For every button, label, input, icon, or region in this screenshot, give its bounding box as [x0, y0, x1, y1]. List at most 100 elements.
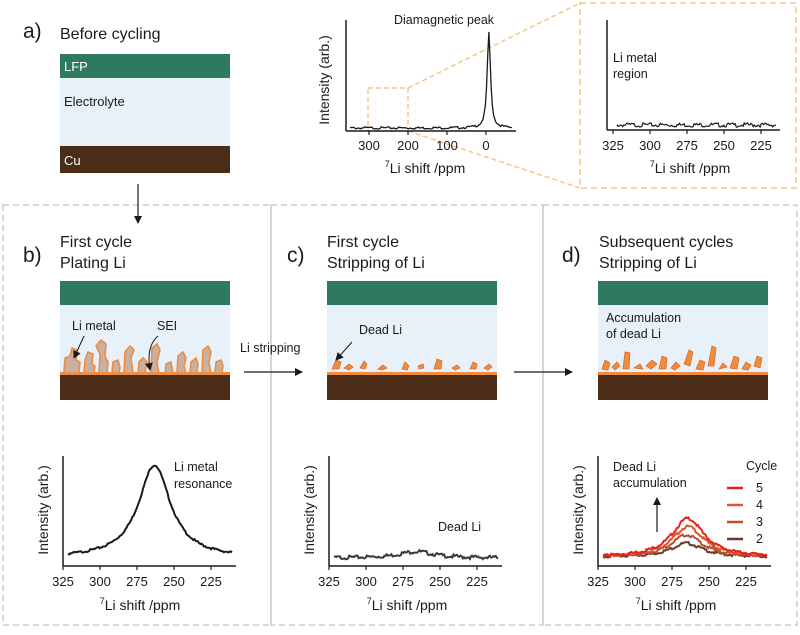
dead-li: [632, 363, 644, 370]
tick-label: 250: [163, 574, 185, 589]
tick-label: 250: [429, 574, 451, 589]
spectrum-b-xlabel: 7Li shift /ppm: [100, 596, 181, 613]
spectrum-c-xlabel: 7Li shift /ppm: [367, 596, 448, 613]
panel-b-title-2: Plating Li: [60, 255, 126, 272]
dead-li: [658, 355, 668, 370]
spectrum-c-trace: [333, 548, 499, 561]
sei-label: SEI: [157, 319, 177, 333]
spectrum-a-ylabel: Intensity (arb.): [316, 35, 332, 124]
tick-label: 300: [624, 574, 646, 589]
xlabel-text: Li shift /ppm: [641, 597, 716, 613]
zoom-connector-bottom: [407, 130, 581, 189]
dead-li-accum-label-2: accumulation: [613, 476, 687, 490]
dead-li: [683, 349, 694, 367]
zoom-ticks: [612, 130, 762, 134]
dead-li: [601, 359, 611, 371]
sei-pointer: [144, 335, 159, 371]
cu-layer: [60, 146, 230, 173]
dendrite: [176, 351, 187, 374]
tick-label: 300: [639, 138, 661, 153]
panel-c-title-1: First cycle: [327, 234, 399, 251]
zoom-xlabel: 7Li shift /ppm: [650, 159, 731, 176]
panel-d-title-1: Subsequent cycles: [599, 234, 733, 251]
dead-li-pointer: [335, 341, 353, 361]
sei-layer: [327, 372, 497, 375]
dead-li: [483, 363, 493, 371]
dendrite: [111, 359, 121, 374]
dead-li: [695, 359, 706, 371]
cu-label: Cu: [64, 153, 81, 168]
dead-li: [331, 359, 342, 370]
panel-b: b) First cycle Plating Li Li metal SEI I…: [23, 234, 236, 613]
spectrum-b-ylabel: Intensity (arb.): [35, 465, 51, 554]
tick-label: 250: [698, 574, 720, 589]
cycle-4-trace: [602, 524, 768, 558]
panel-b-border: [2, 204, 272, 626]
dendrite: [164, 361, 174, 374]
dead-li-accum-label-1: Dead Li: [613, 460, 656, 474]
li-metal-region-label-2: region: [613, 67, 648, 81]
dead-li-fragments: [331, 358, 493, 371]
spectrum-a-trace: [349, 31, 512, 130]
spectrum-c-ticks: [328, 566, 478, 570]
xlabel-text: Li shift /ppm: [655, 160, 730, 176]
dead-li: [707, 345, 717, 367]
panel-a: a) Before cycling LFP Electrolyte Cu Int…: [23, 2, 797, 224]
dead-li: [611, 361, 621, 371]
panel-c: c) First cycle Stripping of Li Dead Li I…: [287, 234, 502, 613]
spectrum-b-ticks: [62, 566, 212, 570]
accumulation-label-2: of dead Li: [606, 327, 661, 341]
dead-li: [433, 358, 443, 370]
spectrum-d-ylabel: Intensity (arb.): [570, 465, 586, 554]
tick-label: 275: [392, 574, 414, 589]
tick-label: 225: [735, 574, 757, 589]
li-metal-resonance-label-1: Li metal: [174, 460, 218, 474]
dead-li: [729, 355, 740, 370]
cu-layer: [598, 374, 768, 400]
dead-li: [670, 361, 681, 371]
panel-a-label: a): [23, 20, 42, 43]
li-metal-label: Li metal: [72, 319, 116, 333]
cu-layer: [327, 374, 497, 400]
dendrite: [95, 339, 109, 374]
tick-label: 225: [750, 138, 772, 153]
tick-label: 200: [397, 138, 419, 153]
spectrum-a-xlabel: 7Li shift /ppm: [385, 159, 466, 176]
dead-li: [343, 363, 354, 371]
lfp-layer: [598, 281, 768, 305]
dead-li: [622, 351, 631, 370]
tick-label: 325: [52, 574, 74, 589]
panel-c-label: c): [287, 244, 305, 267]
panel-d: d) Subsequent cycles Stripping of Li Acc…: [562, 234, 777, 613]
panel-d-title-2: Stripping of Li: [599, 255, 697, 272]
dead-li: [645, 359, 658, 370]
dead-li: [741, 361, 752, 371]
accumulation-label-1: Accumulation: [606, 311, 681, 325]
dendrite: [214, 359, 224, 374]
tick-label: 300: [355, 574, 377, 589]
spectrum-a-ticks: [368, 131, 487, 135]
li-metal-region-label-1: Li metal: [613, 51, 657, 65]
tick-label: 250: [713, 138, 735, 153]
spectrum-b-trace: [67, 464, 233, 556]
panel-c-border: [270, 204, 544, 626]
dead-li: [451, 364, 461, 371]
isotope-superscript: 7: [636, 596, 641, 606]
legend-label-cycle-5: 5: [756, 481, 763, 495]
dead-li: [469, 361, 478, 370]
li-metal-pointer: [73, 335, 85, 359]
panel-d-border: [542, 204, 798, 626]
electrolyte-label: Electrolyte: [64, 94, 125, 109]
tick-label: 325: [318, 574, 340, 589]
lfp-layer: [327, 281, 497, 305]
dendrite: [83, 351, 96, 374]
dendrite: [137, 357, 148, 374]
xlabel-text: Li shift /ppm: [390, 160, 465, 176]
li-stripping-label: Li stripping: [240, 341, 300, 355]
dead-li-spectrum-label: Dead Li: [438, 520, 481, 534]
spectrum-d-xlabel: 7Li shift /ppm: [636, 596, 717, 613]
tick-label: 300: [358, 138, 380, 153]
accumulated-dead-li: [601, 345, 763, 371]
tick-label: 325: [587, 574, 609, 589]
tick-label: 325: [602, 138, 624, 153]
